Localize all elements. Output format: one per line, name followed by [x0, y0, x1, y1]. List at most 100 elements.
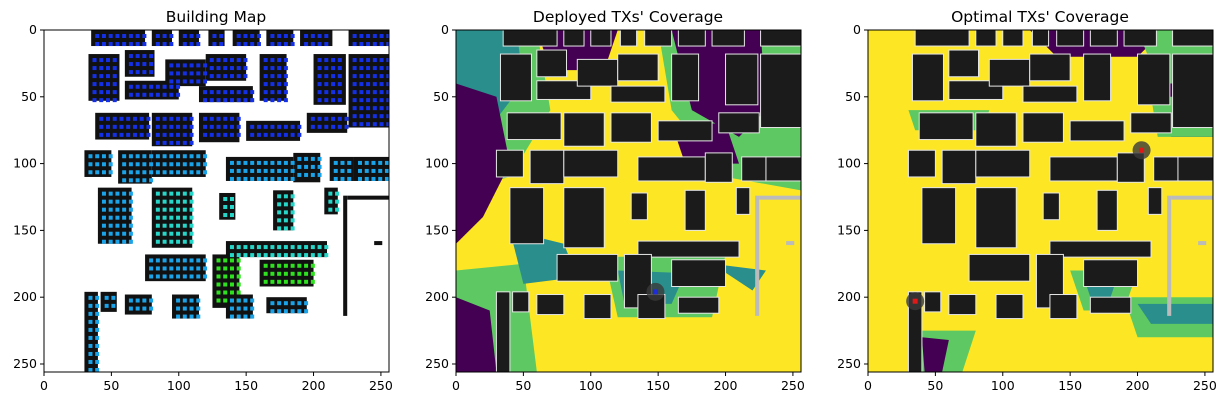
rx-pixel [95, 170, 100, 175]
rx-pixel [182, 42, 187, 47]
rx-pixel [328, 199, 333, 204]
rx-pixel [169, 140, 174, 145]
rx-pixel [108, 199, 113, 204]
rx-pixel [88, 154, 93, 159]
rx-pixel [378, 160, 383, 165]
rx-pixel [335, 207, 340, 212]
rx-pixel [277, 168, 282, 173]
building [671, 259, 727, 287]
rx-pixel [99, 132, 104, 137]
rx-pixel [104, 295, 109, 300]
rx-pixel [128, 239, 133, 244]
building [590, 30, 612, 47]
building [145, 254, 206, 282]
building [495, 149, 524, 178]
rx-pixel [108, 223, 113, 228]
rx-pixel [162, 132, 167, 137]
building [1069, 120, 1125, 142]
rx-pixel [92, 82, 97, 87]
rx-pixel [176, 84, 181, 89]
rx-pixel [142, 170, 147, 175]
rx-pixel [119, 116, 124, 121]
rx-pixel [128, 92, 133, 97]
rx-pixel [386, 98, 389, 103]
rx-pixel [223, 58, 228, 63]
rx-pixel [372, 58, 377, 63]
rx-pixel [126, 116, 131, 121]
rx-pixel [101, 162, 106, 167]
rx-pixel [105, 116, 110, 121]
rx-markers-layer [88, 34, 389, 372]
rx-pixel [155, 170, 160, 175]
rx-pixel [99, 90, 104, 95]
rx-pixel [176, 199, 181, 204]
rx-pixel [331, 116, 336, 121]
rx-pixel [115, 34, 120, 39]
rx-pixel [290, 253, 295, 258]
rx-pixel [142, 178, 147, 183]
rx-pixel [310, 263, 315, 268]
building [536, 49, 568, 78]
rx-pixel [155, 140, 160, 145]
rx-pixel [99, 74, 104, 79]
rx-pixel [256, 245, 261, 250]
building [506, 112, 562, 141]
rx-pixel [88, 351, 93, 356]
building [975, 112, 1017, 147]
rx-pixel [142, 54, 147, 59]
rx-pixel [263, 245, 268, 250]
rx-pixel [317, 34, 322, 39]
rx-pixel [101, 191, 106, 196]
rx-pixel [297, 245, 302, 250]
rx-pixel [263, 160, 268, 165]
rx-pixel [176, 79, 181, 84]
rx-pixel [135, 154, 140, 159]
building [1049, 156, 1118, 182]
rx-pixel [337, 116, 342, 121]
x-tick-label: 0 [452, 378, 460, 393]
rx-pixel [359, 114, 364, 119]
rx-pixel [196, 314, 201, 319]
rx-pixel [203, 274, 208, 279]
rx-pixel [223, 266, 228, 271]
building [765, 156, 801, 182]
building [1042, 192, 1060, 221]
building [948, 294, 977, 316]
x-tick-label: 200 [302, 378, 326, 393]
building [924, 291, 942, 313]
rx-pixel [277, 245, 282, 250]
rx-pixel [223, 98, 228, 103]
building [583, 294, 612, 320]
rx-pixel [135, 70, 140, 75]
rx-pixel [277, 218, 282, 223]
rx-pixel [256, 176, 261, 181]
y-tick-label: 100 [425, 156, 449, 171]
building [1137, 53, 1171, 106]
rx-pixel [277, 82, 282, 87]
rx-pixel [283, 218, 288, 223]
rx-pixel [189, 191, 194, 196]
rx-pixel [203, 71, 208, 76]
rx-pixel [209, 90, 214, 95]
rx-pixel [169, 170, 174, 175]
rx-pixel [155, 132, 160, 137]
rx-pixel [290, 168, 295, 173]
rx-pixel [277, 279, 282, 284]
rx-pixel [189, 207, 194, 212]
rx-pixel [155, 191, 160, 196]
rx-pixel [196, 42, 201, 47]
rx-pixel [229, 253, 234, 258]
rx-pixel [216, 116, 221, 121]
rx-pixel [256, 160, 261, 165]
rx-pixel [128, 162, 133, 167]
rx-pixel [128, 191, 133, 196]
rx-pixel [364, 160, 369, 165]
rx-pixel [108, 42, 113, 47]
rx-pixel [92, 74, 97, 79]
rx-pixel [105, 82, 110, 87]
rx-pixel [108, 207, 113, 212]
rx-pixel [135, 162, 140, 167]
rx-pixel [142, 62, 147, 67]
axes-frame [455, 29, 802, 373]
